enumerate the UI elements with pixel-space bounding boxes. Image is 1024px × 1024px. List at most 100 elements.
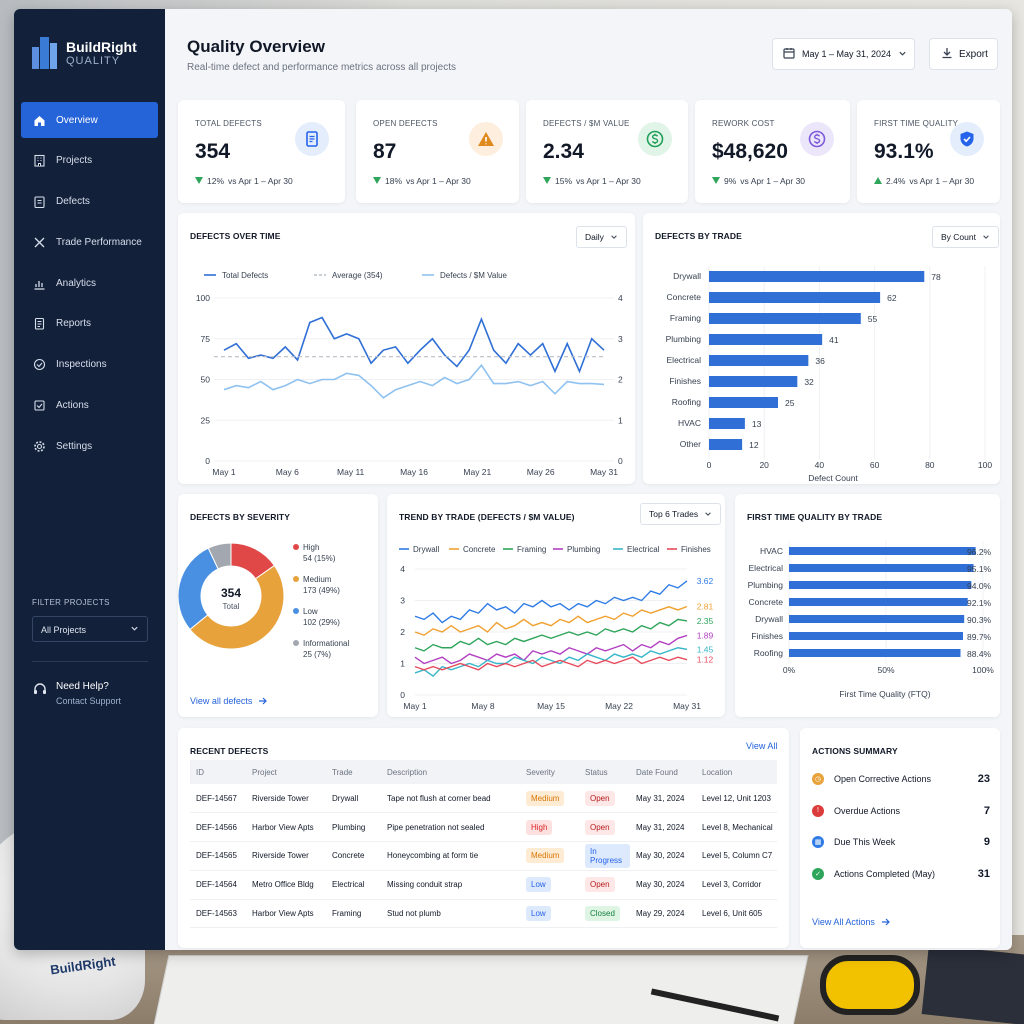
- cell-project: Metro Office Bldg: [246, 870, 326, 900]
- bar: [709, 334, 823, 345]
- severity-legend-item: Medium 173 (49%): [293, 575, 340, 595]
- severity-badge: High: [526, 819, 553, 835]
- sidebar-item-label: Analytics: [56, 277, 97, 289]
- contact-support-link[interactable]: Contact Support: [56, 696, 122, 706]
- series-line-electrical: [414, 647, 688, 678]
- cell-project: Riverside Tower: [246, 784, 326, 814]
- sidebar-item-defects[interactable]: Defects: [21, 184, 158, 220]
- checklist-icon: [33, 399, 46, 412]
- action-label: Due This Week: [834, 837, 896, 847]
- action-summary-item[interactable]: ! Overdue Actions 7: [812, 804, 990, 817]
- bar-value-label: 32: [804, 377, 814, 387]
- column-header[interactable]: Date Found: [630, 760, 696, 784]
- x-tick-label: 20: [759, 460, 769, 470]
- cell-severity: Medium: [520, 784, 579, 814]
- gear-icon: [33, 440, 46, 453]
- kpi-card: FIRST TIME QUALITY 93.1% 2.4% vs Apr 1 – Ap…: [857, 100, 1000, 203]
- project-filter-value: All Projects: [41, 625, 87, 635]
- y2-tick-label: 3: [618, 334, 623, 344]
- legend-item: Concrete: [449, 545, 496, 554]
- help-section[interactable]: Need Help? Contact Support: [32, 681, 121, 706]
- severity-card: DEFECTS BY SEVERITY 354 Total High 54 (15%)…: [178, 494, 378, 717]
- slice-informational: [207, 542, 232, 570]
- date-range-label: May 1 – May 31, 2024: [802, 49, 892, 59]
- legend-label: Defects / $M Value: [440, 271, 508, 280]
- sidebar-item-inspections[interactable]: Inspections: [21, 347, 158, 383]
- legend-item: Framing: [503, 545, 546, 554]
- series-line-drywall: [414, 580, 688, 624]
- slice-low: [178, 547, 219, 631]
- column-header[interactable]: ID: [190, 760, 246, 784]
- table-row[interactable]: DEF-14566 Harbor View Apts Plumbing Pipe pe…: [190, 812, 777, 843]
- table-row[interactable]: DEF-14564 Metro Office Bldg Electrical Miss…: [190, 870, 777, 900]
- x-tick-label: 80: [925, 460, 935, 470]
- sort-dropdown[interactable]: By Count: [932, 226, 999, 248]
- sidebar-item-label: Inspections: [56, 359, 107, 371]
- action-summary-item[interactable]: ✓ Actions Completed (May) 31: [812, 867, 990, 880]
- check-icon: ✓: [812, 867, 824, 880]
- column-header[interactable]: Description: [381, 760, 520, 784]
- cell-status: In Progress: [579, 841, 630, 871]
- column-header[interactable]: Status: [579, 760, 630, 784]
- column-header[interactable]: Project: [246, 760, 326, 784]
- bar-value-label: 62: [887, 293, 897, 303]
- date-range-picker[interactable]: May 1 – May 31, 2024: [772, 38, 915, 70]
- sidebar-item-analytics[interactable]: Analytics: [21, 265, 158, 301]
- column-header[interactable]: Severity: [520, 760, 579, 784]
- trend-by-trade-chart: Drywall Concrete Framing Plumbing Electrical…: [399, 545, 714, 711]
- sidebar-item-overview[interactable]: Overview: [21, 102, 158, 138]
- logo-icon: [32, 37, 58, 69]
- download-icon: [941, 47, 953, 62]
- cell-date: May 30, 2024: [630, 841, 696, 871]
- export-button[interactable]: Export: [929, 38, 998, 70]
- column-header[interactable]: Location: [696, 760, 777, 784]
- table-row[interactable]: DEF-14567 Riverside Tower Drywall Tape not …: [190, 784, 777, 814]
- sidebar-item-settings[interactable]: Settings: [21, 428, 158, 464]
- bar-value-label: 88.4%: [967, 649, 992, 659]
- sidebar-item-reports[interactable]: Reports: [21, 306, 158, 342]
- x-axis-label: Defect Count: [808, 473, 858, 483]
- view-all-actions-link[interactable]: View All Actions: [812, 913, 891, 931]
- legend-label: Drywall: [413, 545, 439, 554]
- series-end-label: 1.45: [697, 644, 714, 654]
- tools-icon: [33, 236, 46, 249]
- legend-item: Plumbing: [553, 545, 600, 554]
- chevron-down-icon: [983, 235, 989, 239]
- ftq-card: FIRST TIME QUALITY BY TRADE 0% 50% 100% HVA…: [735, 494, 1000, 717]
- bar: [709, 271, 925, 282]
- action-summary-item[interactable]: ▦ Due This Week 9: [812, 836, 990, 848]
- x-tick-label: 0%: [783, 665, 796, 675]
- view-all-recent-link[interactable]: View All: [746, 741, 778, 751]
- category-label: Electrical: [749, 563, 784, 573]
- bar-value-label: 90.3%: [967, 615, 992, 625]
- sidebar-item-label: Settings: [56, 440, 93, 452]
- sidebar-item-trade-performance[interactable]: Trade Performance: [21, 224, 158, 260]
- category-label: Concrete: [667, 292, 702, 302]
- action-summary-item[interactable]: ◷ Open Corrective Actions 23: [812, 773, 990, 785]
- series-end-label: 3.62: [697, 576, 714, 586]
- category-label: Finishes: [669, 376, 701, 386]
- table-row[interactable]: DEF-14565 Riverside Tower Concrete Honeycom…: [190, 841, 777, 871]
- project-filter-select[interactable]: All Projects: [32, 616, 148, 642]
- series-end-label: 1.89: [697, 630, 714, 640]
- triangle-up-icon: [874, 176, 882, 186]
- sidebar-item-label: Overview: [56, 114, 98, 126]
- kpi-card: DEFECTS / $M VALUE 2.34 15% vs Apr 1 – Apr …: [526, 100, 688, 203]
- cell-id: DEF-14565: [190, 841, 246, 871]
- cell-trade: Plumbing: [326, 812, 381, 843]
- table-body: DEF-14567 Riverside Tower Drywall Tape not …: [190, 784, 777, 929]
- severity-legend-item: Low 102 (29%): [293, 607, 340, 627]
- cell-location: Level 12, Unit 1203: [696, 784, 777, 814]
- category-label: Plumbing: [748, 580, 784, 590]
- table-row[interactable]: DEF-14563 Harbor View Apts Framing Stud not…: [190, 899, 777, 929]
- sidebar-item-projects[interactable]: Projects: [21, 143, 158, 179]
- sidebar-item-actions[interactable]: Actions: [21, 388, 158, 424]
- kpi-card: OPEN DEFECTS 87 18% vs Apr 1 – Apr 30: [356, 100, 519, 203]
- kpi-change-value: 15%: [555, 176, 573, 186]
- view-all-defects-link[interactable]: View all defects: [190, 692, 268, 710]
- bar: [709, 355, 809, 366]
- severity-badge: Medium: [526, 848, 565, 864]
- granularity-dropdown[interactable]: Daily: [576, 226, 627, 248]
- top-trades-dropdown[interactable]: Top 6 Trades: [640, 503, 722, 525]
- column-header[interactable]: Trade: [326, 760, 381, 784]
